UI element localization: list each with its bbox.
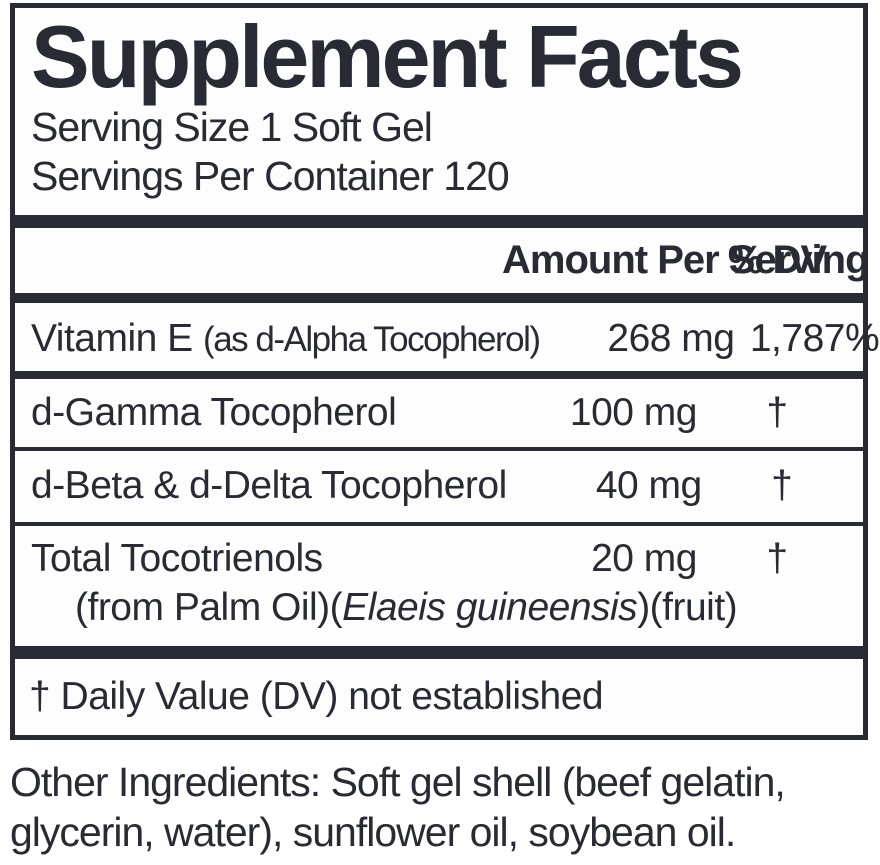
ingredient-dv: † [702, 464, 862, 508]
ingredient-dv: 1,787% [735, 317, 880, 361]
supplement-facts-panel: Supplement Facts Serving Size 1 Soft Gel… [10, 3, 868, 740]
ingredient-name: Vitamin E (as d-Alpha Tocopherol) [31, 317, 540, 361]
ingredient-amount: 100 mg [502, 391, 697, 435]
total-tocotrienols-source-line: (from Palm Oil)(Elaeis guineensis)(fruit… [15, 584, 863, 642]
section-bar-footnote [15, 646, 863, 659]
ingredient-amount: 20 mg [502, 537, 697, 581]
row-separator [15, 371, 863, 379]
total-tocotrienols-main-line: Total Tocotrienols 20 mg † [15, 526, 863, 584]
ingredient-name: d-Beta & d-Delta Tocopherol [31, 464, 507, 508]
ingredient-dv: † [697, 391, 857, 435]
table-row-total-tocotrienols: Total Tocotrienols 20 mg † (from Palm Oi… [15, 526, 863, 642]
serving-size: Serving Size 1 Soft Gel [31, 103, 847, 152]
ingredient-name-text: Vitamin E [31, 317, 193, 360]
panel-title: Supplement Facts [31, 10, 847, 103]
header-amount-per-serving: Amount Per Serving [502, 238, 697, 283]
other-ingredients: Other Ingredients: Soft gel shell (beef … [10, 757, 868, 857]
title-block: Supplement Facts Serving Size 1 Soft Gel… [15, 10, 863, 212]
table-row-d-beta-delta-tocopherol: d-Beta & d-Delta Tocopherol 40 mg † [15, 451, 863, 522]
table-row-vitamin-e: Vitamin E (as d-Alpha Tocopherol) 268 mg… [15, 307, 863, 371]
source-latin-name: Elaeis guineensis [342, 586, 637, 629]
table-header-row: Amount Per Serving % DV [15, 232, 863, 290]
section-bar-header [15, 293, 863, 303]
ingredient-name: Total Tocotrienols [31, 537, 502, 581]
servings-per-container: Servings Per Container 120 [31, 152, 847, 201]
ingredient-name: d-Gamma Tocopherol [31, 391, 502, 435]
header-percent-dv: % DV [697, 238, 857, 283]
section-bar-top [15, 215, 863, 228]
ingredient-amount: 268 mg [540, 317, 735, 361]
source-suffix: )(fruit) [637, 586, 737, 629]
ingredient-amount: 40 mg [507, 464, 702, 508]
ingredient-dv: † [697, 537, 857, 581]
daily-value-footnote: † Daily Value (DV) not established [15, 662, 863, 735]
source-prefix: (from Palm Oil)( [75, 586, 342, 629]
table-row-d-gamma-tocopherol: d-Gamma Tocopherol 100 mg † [15, 379, 863, 447]
ingredient-name-note: (as d-Alpha Tocopherol) [203, 320, 539, 359]
